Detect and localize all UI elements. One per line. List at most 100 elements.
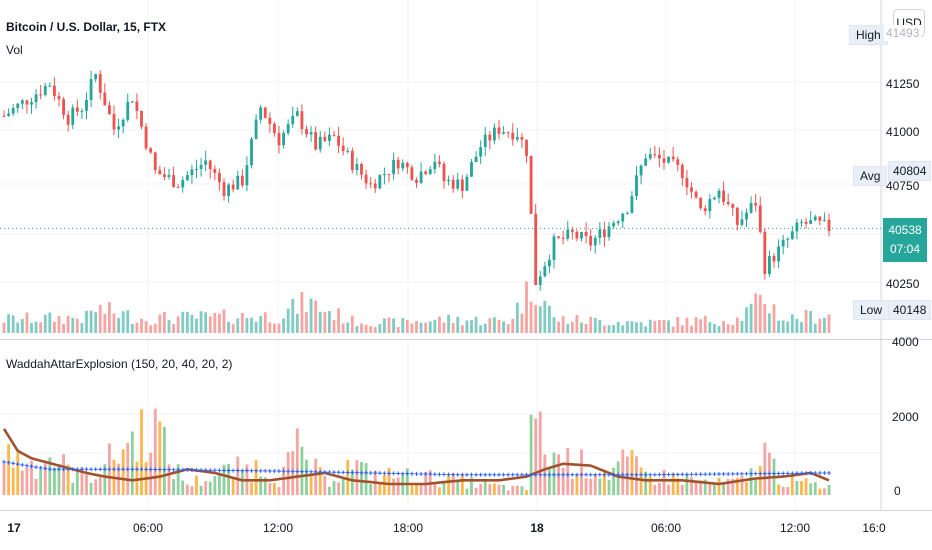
symbol-title[interactable]: Bitcoin / U.S. Dollar, 15, FTX <box>6 20 167 34</box>
volume-bar <box>30 322 33 333</box>
indicator-bar <box>827 484 831 495</box>
indicator-bar <box>639 467 643 495</box>
candle-body <box>534 213 538 286</box>
candle-body <box>181 180 185 188</box>
deadzone-marker <box>226 468 231 473</box>
volume-bar <box>763 303 767 333</box>
indicator-bar <box>341 478 345 495</box>
candle-body <box>813 216 817 221</box>
indicator-bar <box>492 483 496 495</box>
candle-body <box>424 171 428 174</box>
volume-bar <box>488 318 492 333</box>
candle-body <box>451 179 455 189</box>
candle-body <box>653 154 657 156</box>
volume-bar <box>790 314 794 333</box>
indicator-bar <box>396 477 400 495</box>
deadzone-marker <box>712 472 717 477</box>
explosion-line <box>2 428 830 486</box>
indicator-bar <box>121 449 125 495</box>
indicator-bar <box>607 479 611 495</box>
indicator-bar <box>250 482 253 495</box>
time-tick: 17 <box>7 521 21 535</box>
deadzone-marker <box>689 472 694 477</box>
volume-bar <box>162 311 166 333</box>
time-tick: 16:0 <box>862 521 886 535</box>
indicator-bar <box>337 482 341 495</box>
volume-bar <box>126 310 130 333</box>
indicator-bar <box>575 475 579 495</box>
candle-body <box>717 190 721 198</box>
volume-bar <box>809 310 813 333</box>
candle-body <box>167 175 171 177</box>
indicator-bar <box>584 478 588 495</box>
volume-bar <box>20 319 24 333</box>
volume-bar <box>259 316 263 333</box>
volume-bar <box>11 315 15 333</box>
indicator-bar <box>43 460 47 495</box>
deadzone-marker <box>180 467 185 472</box>
indicator-bar <box>662 469 666 495</box>
indicator-bar <box>822 488 826 495</box>
volume-bar <box>236 318 240 333</box>
candle-body <box>7 113 11 116</box>
indicator-bar <box>66 464 70 495</box>
volume-bar <box>777 320 781 333</box>
deadzone-marker <box>556 472 561 477</box>
candle-body <box>222 182 226 196</box>
candle-body <box>607 226 611 238</box>
candle-body <box>639 165 643 176</box>
candle-body <box>777 246 781 262</box>
candle-body <box>804 221 808 224</box>
volume-bar <box>580 322 583 333</box>
candle-body <box>790 231 794 239</box>
volume-bar <box>671 326 675 333</box>
deadzone-marker <box>547 472 552 477</box>
indicator-bar <box>282 466 286 495</box>
candle-body <box>502 132 506 134</box>
volume-bar <box>657 319 661 333</box>
indicator-bar <box>460 474 464 495</box>
candle-body <box>103 92 107 106</box>
indicator-bar <box>309 473 313 495</box>
candle-body <box>20 100 24 104</box>
deadzone-marker <box>519 472 524 477</box>
deadzone-marker <box>313 469 318 474</box>
indicator-label[interactable]: WaddahAttarExplosion (150, 20, 40, 20, 2… <box>6 357 233 371</box>
deadzone-marker <box>483 472 488 477</box>
high-value: 41493 <box>884 25 922 41</box>
deadzone-marker <box>194 468 199 473</box>
volume-bar <box>167 319 171 333</box>
candle-body <box>470 162 473 177</box>
volume-bar <box>451 323 455 333</box>
volume-bar <box>804 309 808 333</box>
deadzone-marker <box>684 472 689 477</box>
volume-bar <box>323 312 327 333</box>
volume-bar <box>818 318 822 333</box>
indicator-bar <box>360 462 363 495</box>
volume-bar <box>250 317 253 333</box>
volume-label[interactable]: Vol <box>6 43 23 57</box>
candle-body <box>460 179 464 191</box>
candle-body <box>43 86 47 95</box>
indicator-bar <box>181 480 185 495</box>
deadzone-marker <box>47 467 52 472</box>
indicator-bar <box>722 483 726 495</box>
indicator-bar <box>809 483 813 495</box>
volume-bar <box>16 322 20 333</box>
volume-bar <box>424 322 428 333</box>
volume-bar <box>130 324 134 333</box>
deadzone-marker <box>11 461 16 466</box>
volume-bar <box>43 314 47 333</box>
volume-bar <box>153 323 157 333</box>
indicator-bar <box>538 411 542 495</box>
indicator-bar <box>667 484 671 495</box>
deadzone-marker <box>597 472 602 477</box>
candle-body <box>433 161 437 170</box>
time-tick: 12:00 <box>779 521 811 535</box>
volume-bar <box>754 293 758 333</box>
candle-body <box>346 150 350 152</box>
deadzone-marker <box>533 472 538 477</box>
candle-body <box>107 105 111 115</box>
indicator-bar <box>48 457 52 495</box>
